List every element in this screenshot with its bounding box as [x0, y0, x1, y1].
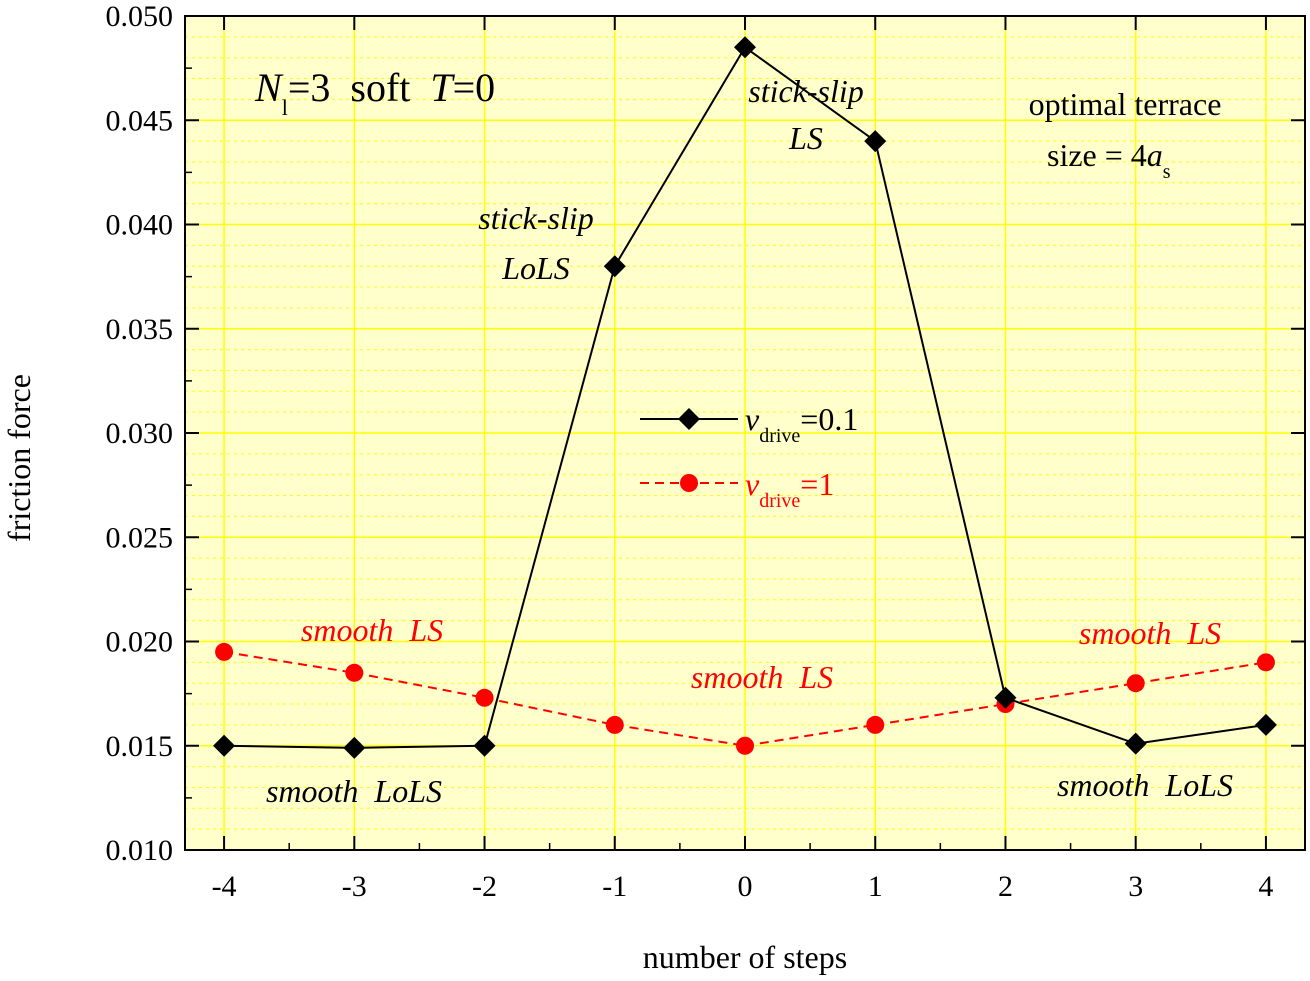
x-tick-label: -1 — [602, 870, 627, 903]
legend-label-series-1: vdrive=0.1 — [745, 401, 858, 447]
series-2-point — [1256, 653, 1275, 672]
anno-stick-slip-ls-1: stick-slip — [748, 73, 864, 109]
legend-marker-series-2 — [680, 474, 698, 492]
series-1-segment — [874, 140, 1007, 699]
legend-subscript-series-1: drive — [759, 425, 800, 447]
x-tick-label: 2 — [998, 870, 1013, 903]
series-2-point — [1126, 674, 1145, 693]
legend: vdrive=0.1 vdrive=1 — [640, 401, 858, 512]
anno-stick-slip-lols-1: stick-slip — [478, 200, 594, 236]
series-1-segment — [483, 265, 616, 747]
y-axis-label: friction force — [1, 374, 37, 542]
x-tick-label: 3 — [1128, 870, 1143, 903]
optimal-prefix: size = 4 — [1047, 137, 1147, 173]
series-2-segment — [354, 671, 485, 699]
anno-smooth-ls-center: smooth LS — [691, 659, 833, 695]
series — [213, 36, 1277, 759]
y-tick-label: 0.015 — [106, 730, 174, 763]
anno-smooth-lols-right: smooth LoLS — [1057, 767, 1233, 803]
legend-symbol-series-2: v — [745, 466, 760, 502]
title-n-subscript: l — [282, 95, 288, 120]
series-2-segment — [875, 703, 1006, 726]
legend-symbol-series-1: v — [745, 401, 760, 437]
series-2-segment — [1135, 661, 1267, 685]
x-tick-label: -3 — [342, 870, 367, 903]
series-1-segment — [1005, 696, 1137, 745]
title-n-value: =3 — [288, 65, 331, 110]
series-1-point — [864, 130, 887, 153]
series-2-segment — [484, 696, 615, 726]
title-n-symbol: N — [254, 65, 284, 110]
anno-smooth-ls-right: smooth LS — [1079, 615, 1221, 651]
x-tick-label: -4 — [212, 870, 237, 903]
chart-title: Nl=3 soft T=0 — [254, 65, 495, 120]
series-2-point — [345, 663, 364, 682]
legend-value-series-2: =1 — [800, 466, 834, 502]
series-2-point — [605, 715, 624, 734]
legend-label-series-2: vdrive=1 — [745, 466, 834, 512]
series-2-segment — [1005, 682, 1136, 706]
series-1-point — [994, 686, 1017, 709]
optimal-subscript: s — [1163, 161, 1171, 183]
series-1-point — [213, 734, 236, 757]
x-tick-label: -2 — [472, 870, 497, 903]
x-tick-label: 0 — [738, 870, 753, 903]
series-1-point — [473, 734, 496, 757]
title-middle: soft — [350, 65, 410, 110]
series-1-point — [734, 36, 756, 59]
anno-smooth-ls-left: smooth LS — [301, 612, 443, 648]
series-1-segment — [1135, 723, 1267, 745]
anno-smooth-lols-left: smooth LoLS — [266, 773, 442, 809]
series-1-segment — [354, 744, 485, 749]
title-t-symbol: T — [430, 65, 455, 110]
series-2-point — [475, 688, 494, 707]
y-tick-label: 0.030 — [106, 417, 174, 450]
series-2-segment — [744, 723, 876, 747]
series-1-segment — [744, 46, 876, 142]
axis-ticks: 0.010 0.015 0.020 0.025 0.030 0.035 0.040 0.045… — [106, 0, 1305, 903]
x-tick-label: 1 — [868, 870, 883, 903]
legend-value-series-1: =0.1 — [800, 401, 858, 437]
series-1 — [213, 36, 1277, 759]
title-t-value: =0 — [453, 65, 496, 110]
optimal-symbol: a — [1147, 137, 1163, 173]
optimal-terrace-line1: optimal terrace — [1029, 86, 1222, 122]
series-1-point — [343, 736, 366, 759]
legend-marker-series-1 — [678, 408, 700, 430]
series-1-segment — [224, 744, 355, 749]
y-tick-label: 0.045 — [106, 104, 174, 137]
y-tick-label: 0.020 — [106, 626, 174, 659]
series-1-point — [1254, 713, 1277, 736]
x-axis-label: number of steps — [643, 939, 847, 975]
series-1-point — [1124, 732, 1147, 755]
series-2-point — [736, 736, 754, 755]
series-2-point — [215, 642, 234, 661]
series-2 — [215, 642, 1275, 755]
legend-subscript-series-2: drive — [759, 490, 800, 512]
anno-stick-slip-lols-2: LoLS — [501, 250, 570, 286]
series-2-point — [866, 715, 885, 734]
anno-stick-slip-ls-2: LS — [788, 120, 823, 156]
series-1-segment — [613, 46, 746, 267]
series-1-point — [603, 255, 626, 278]
y-tick-label: 0.035 — [106, 313, 174, 346]
y-tick-label: 0.025 — [106, 521, 174, 554]
x-tick-label: 4 — [1258, 870, 1273, 903]
y-tick-label: 0.040 — [106, 209, 174, 242]
series-2-segment — [614, 723, 746, 747]
y-tick-label: 0.050 — [106, 0, 174, 33]
series-2-segment — [223, 650, 355, 674]
y-tick-label: 0.010 — [106, 834, 174, 867]
optimal-terrace-line2: size = 4as — [1047, 137, 1171, 183]
